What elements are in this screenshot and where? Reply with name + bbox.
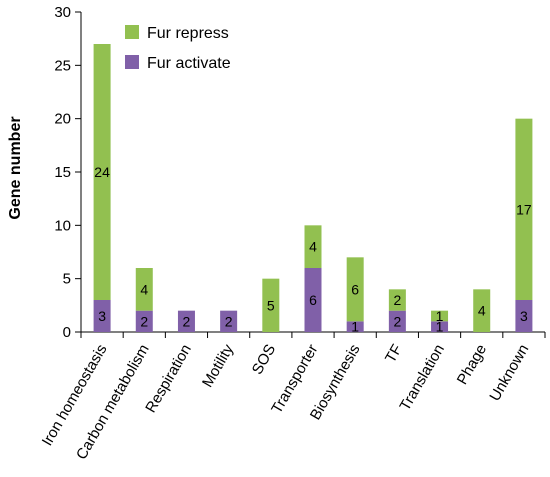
bar-segment (262, 278, 280, 332)
legend-swatch (125, 25, 139, 39)
x-tick-label: SOS (249, 342, 280, 378)
data-label: 2 (393, 313, 401, 329)
bar-segment (135, 310, 153, 332)
y-axis: 0 5 10 15 20 25 30 (54, 4, 82, 341)
bar-segment (431, 321, 449, 332)
legend-entry-label: Fur activate (147, 55, 231, 72)
bar-segment (304, 225, 322, 268)
y-tick-label: 25 (54, 57, 71, 74)
bar-segment (515, 300, 533, 332)
x-tick-label: Motility (199, 341, 237, 390)
bar-segment (515, 118, 533, 301)
legend-entry-label: Fur repress (147, 25, 229, 42)
bar-segment (473, 289, 491, 332)
data-label: 3 (520, 308, 528, 324)
data-label: 1 (436, 319, 444, 335)
bar-segment (346, 257, 364, 322)
data-label: 6 (351, 281, 359, 297)
y-tick-label: 30 (54, 4, 71, 21)
bar-segment (93, 300, 111, 332)
x-tick-label: Unknown (486, 342, 532, 405)
x-tick-label: Phage (454, 342, 490, 388)
data-label: 2 (225, 313, 233, 329)
bar-segment (346, 321, 364, 332)
y-tick-label: 5 (63, 271, 71, 288)
data-label: 5 (267, 297, 275, 313)
data-label: 4 (140, 281, 148, 297)
data-label: 4 (478, 303, 486, 319)
bar-segment (177, 310, 195, 332)
data-label: 2 (183, 313, 191, 329)
legend: Fur repress Fur activate (125, 25, 231, 72)
bar-segment (220, 310, 238, 332)
bar-segment (388, 289, 406, 311)
bar-segment (431, 310, 449, 322)
data-label: 1 (436, 308, 444, 324)
bar-segment (388, 310, 406, 332)
y-tick-label: 0 (63, 324, 71, 341)
data-label: 2 (140, 313, 148, 329)
y-axis-label: Gene number (7, 116, 24, 219)
data-label: 1 (351, 319, 359, 335)
y-tick-label: 20 (54, 111, 71, 128)
bar-segment (304, 268, 322, 332)
data-label: 4 (309, 239, 317, 255)
data-label: 17 (516, 201, 532, 217)
y-tick-label: 10 (54, 217, 71, 234)
data-label: 6 (309, 292, 317, 308)
bar-segment (93, 44, 111, 300)
data-label: 24 (94, 164, 110, 180)
legend-swatch (125, 55, 139, 69)
data-label: 2 (393, 292, 401, 308)
bar-segment (135, 268, 153, 311)
y-tick-label: 15 (54, 164, 71, 181)
data-label: 3 (98, 308, 106, 324)
x-tick-label: TF (382, 342, 406, 366)
